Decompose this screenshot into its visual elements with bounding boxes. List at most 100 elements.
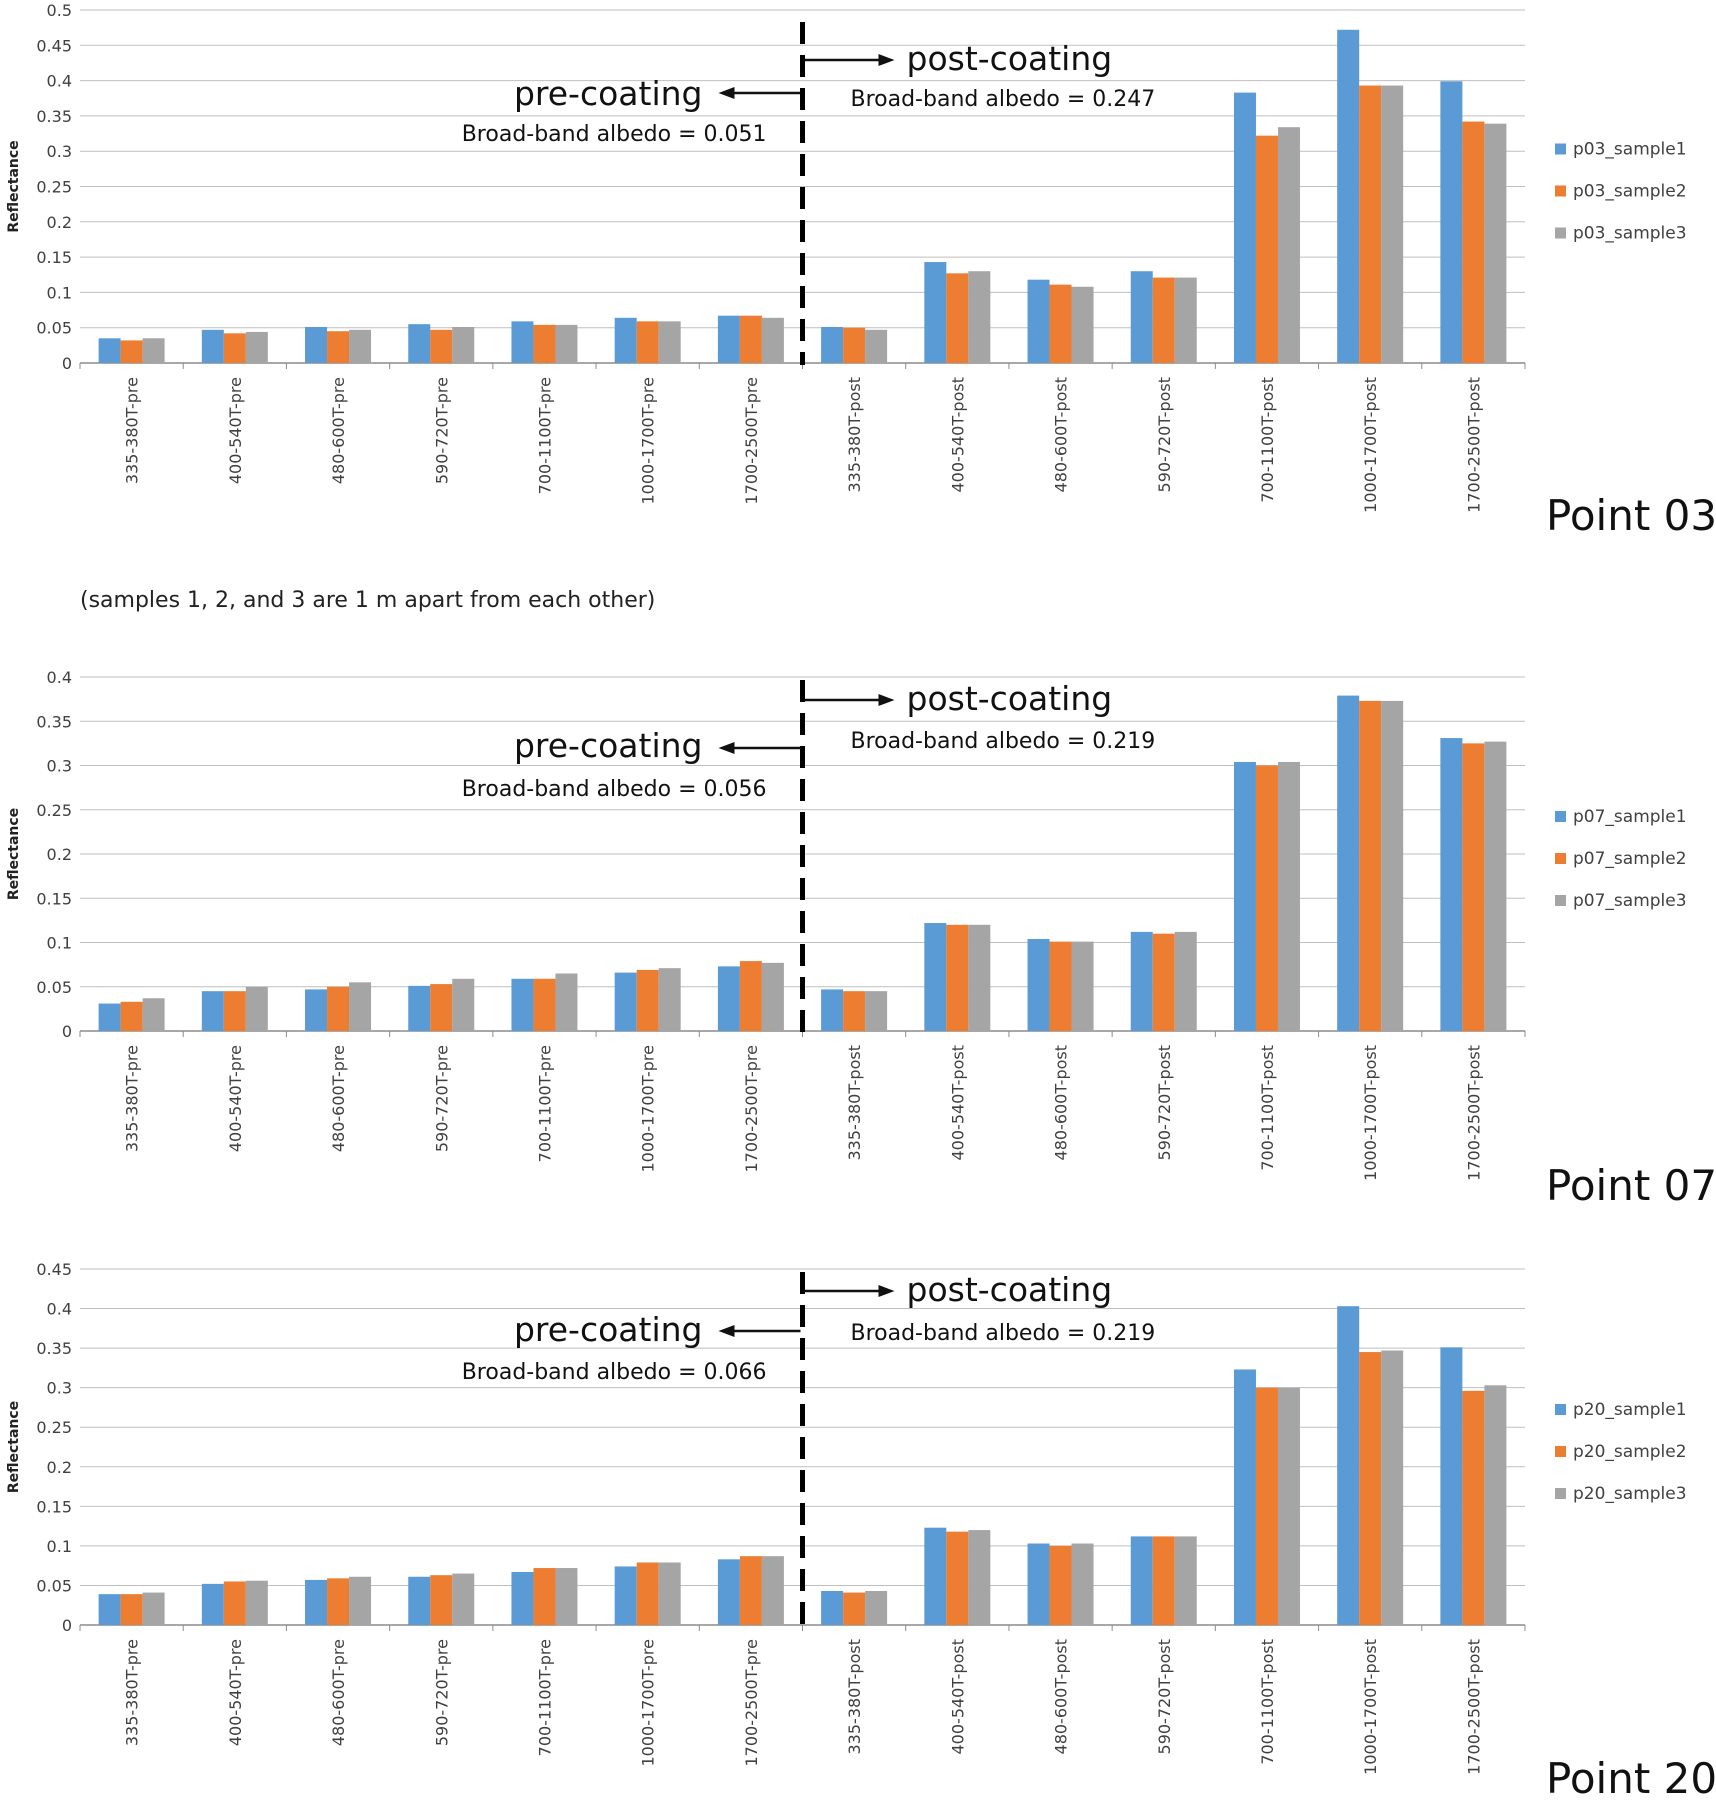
y-tick-label: 0.2 (47, 845, 72, 864)
bar-p03_sample3-700-1100T-post (1277, 127, 1300, 363)
bar-p07_sample2-480-600T-pre (327, 986, 350, 1031)
y-tick-label: 0.2 (47, 1458, 72, 1477)
bar-p20_sample1-590-720T-pre (408, 1576, 431, 1625)
y-tick-label: 0.5 (47, 1, 72, 20)
bar-p20_sample1-1700-2500T-pre (717, 1559, 740, 1625)
bar-p07_sample1-480-600T-post (1027, 938, 1050, 1031)
pre-coating-albedo: Broad-band albedo = 0.056 (462, 777, 767, 802)
bar-p03_sample2-480-600T-pre (327, 331, 350, 363)
bar-p03_sample1-1000-1700T-post (1337, 29, 1360, 363)
bar-p03_sample1-335-380T-pre (98, 338, 121, 363)
y-tick-label: 0.05 (36, 1576, 72, 1595)
bar-p20_sample2-335-380T-post (843, 1592, 866, 1625)
bar-p03_sample3-400-540T-post (968, 271, 991, 363)
y-tick-label: 0.4 (47, 668, 72, 687)
x-category-label: 590-720T-post (1155, 1639, 1174, 1754)
legend-label: p20_sample2 (1573, 1442, 1687, 1462)
y-tick-label: 0.15 (36, 248, 72, 267)
y-tick-label: 0.4 (47, 72, 72, 91)
x-category-label: 1000-1700T-post (1361, 1639, 1380, 1775)
bar-p03_sample1-400-540T-post (924, 262, 947, 363)
y-tick-label: 0 (62, 354, 72, 373)
bar-p07_sample1-1700-2500T-pre (717, 966, 740, 1031)
x-category-label: 700-1100T-pre (535, 377, 554, 494)
bar-p03_sample2-700-1100T-post (1255, 135, 1278, 363)
bar-p20_sample2-590-720T-post (1152, 1536, 1175, 1625)
bar-p20_sample2-400-540T-pre (223, 1581, 246, 1625)
bar-p20_sample1-700-1100T-post (1233, 1369, 1256, 1625)
bar-p03_sample2-590-720T-pre (430, 329, 453, 363)
bar-p20_sample1-480-600T-pre (305, 1579, 328, 1625)
pre-arrow-head (718, 1325, 735, 1337)
x-category-label: 1700-2500T-pre (742, 1045, 761, 1173)
bar-p07_sample2-400-540T-post (946, 924, 969, 1031)
bar-p07_sample1-335-380T-pre (98, 1003, 121, 1031)
bar-p20_sample1-335-380T-post (821, 1590, 844, 1625)
chart-title: Point 07 (1546, 1161, 1716, 1210)
bar-p20_sample2-590-720T-pre (430, 1575, 453, 1625)
bar-p07_sample2-400-540T-pre (223, 991, 246, 1031)
bar-p07_sample2-1000-1700T-pre (636, 969, 659, 1031)
x-category-label: 480-600T-post (1052, 1045, 1071, 1160)
post-coating-label: post-coating (907, 1270, 1113, 1309)
y-axis-title: Reflectance (6, 140, 22, 232)
bar-p20_sample2-480-600T-pre (327, 1578, 350, 1625)
bar-p03_sample3-1700-2500T-post (1484, 123, 1507, 363)
x-category-label: 590-720T-post (1155, 377, 1174, 492)
chart-title: Point 20 (1546, 1754, 1716, 1801)
bar-p20_sample2-335-380T-pre (120, 1594, 143, 1625)
x-category-label: 335-380T-pre (123, 1639, 142, 1746)
bar-p03_sample3-590-720T-pre (452, 326, 475, 363)
bar-p03_sample1-1000-1700T-pre (614, 317, 637, 363)
x-category-label: 1000-1700T-pre (639, 1639, 658, 1767)
bar-p20_sample1-700-1100T-pre (511, 1571, 534, 1625)
chart-3: 0 0.05 0.1 0.15 0.2 0.25 0.3 0.35 0.4 0.45 335-380… (6, 1260, 1716, 1801)
bar-p03_sample1-335-380T-post (821, 326, 844, 363)
bar-p07_sample2-1000-1700T-post (1359, 700, 1382, 1031)
x-category-label: 1000-1700T-pre (639, 1045, 658, 1173)
legend-label: p07_sample2 (1573, 849, 1687, 869)
pre-coating-label: pre-coating (514, 1310, 703, 1349)
bar-p07_sample2-480-600T-post (1049, 941, 1072, 1031)
y-tick-label: 0.1 (47, 1537, 72, 1556)
bar-p07_sample3-335-380T-pre (142, 998, 165, 1031)
x-category-label: 335-380T-post (845, 1639, 864, 1754)
bar-p07_sample3-1700-2500T-post (1484, 741, 1507, 1031)
bar-p03_sample2-335-380T-post (843, 327, 866, 363)
bar-p20_sample1-1000-1700T-pre (614, 1566, 637, 1625)
y-tick-label: 0.15 (36, 889, 72, 908)
y-tick-label: 0.2 (47, 213, 72, 232)
y-tick-label: 0.45 (36, 36, 72, 55)
legend-swatch (1555, 895, 1566, 906)
post-coating-label: post-coating (907, 39, 1113, 78)
bar-p03_sample3-480-600T-pre (349, 329, 372, 363)
bar-p07_sample1-480-600T-pre (305, 989, 328, 1031)
x-category-label: 1000-1700T-post (1361, 1045, 1380, 1181)
y-tick-label: 0.35 (36, 107, 72, 126)
bar-p20_sample1-335-380T-pre (98, 1594, 121, 1625)
bar-p03_sample2-1700-2500T-post (1462, 121, 1485, 363)
bar-p07_sample3-400-540T-pre (245, 986, 268, 1031)
bar-p20_sample1-400-540T-post (924, 1527, 947, 1625)
post-coating-albedo: Broad-band albedo = 0.219 (851, 1321, 1156, 1346)
legend-label: p03_sample3 (1573, 224, 1687, 244)
pre-arrow-head (718, 87, 735, 99)
y-tick-label: 0.3 (47, 142, 72, 161)
bar-p03_sample1-480-600T-post (1027, 279, 1050, 363)
legend-swatch (1555, 853, 1566, 864)
bar-p03_sample2-590-720T-post (1152, 277, 1175, 363)
bar-p03_sample1-1700-2500T-pre (717, 315, 740, 363)
x-category-label: 480-600T-pre (329, 377, 348, 484)
post-arrow-head (878, 694, 895, 706)
y-axis-title: Reflectance (6, 808, 22, 900)
y-tick-label: 0.35 (36, 1339, 72, 1358)
bar-p07_sample2-700-1100T-post (1255, 765, 1278, 1031)
y-tick-label: 0.25 (36, 178, 72, 197)
bar-p20_sample3-400-540T-post (968, 1530, 991, 1625)
bar-p07_sample3-1700-2500T-pre (761, 962, 784, 1031)
bar-p20_sample3-335-380T-post (865, 1590, 888, 1625)
bar-p20_sample1-400-540T-pre (201, 1583, 224, 1625)
x-category-label: 1700-2500T-post (1464, 1639, 1483, 1775)
y-tick-label: 0.05 (36, 978, 72, 997)
bar-p20_sample3-335-380T-pre (142, 1592, 165, 1625)
